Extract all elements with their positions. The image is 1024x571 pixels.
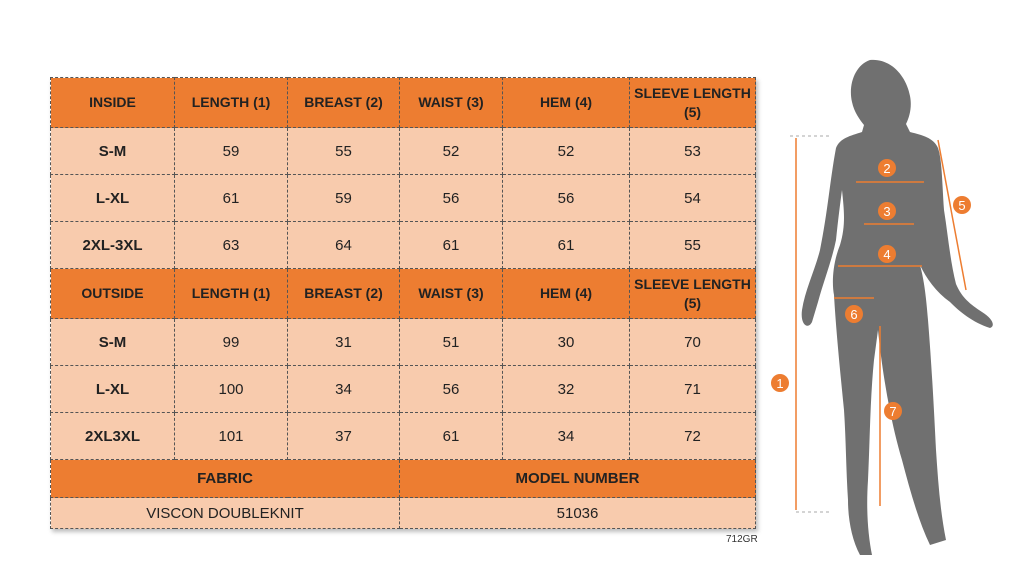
measurement-value: 61 — [399, 412, 503, 460]
marker-number: 7 — [889, 404, 896, 419]
measurement-value: 56 — [399, 174, 503, 222]
measurement-value: 64 — [287, 221, 400, 269]
measurement-value: 51 — [399, 318, 503, 366]
measurement-value: 52 — [399, 127, 503, 175]
marker-number: 2 — [883, 161, 890, 176]
measurement-value: 30 — [502, 318, 630, 366]
marker-circle — [953, 196, 971, 214]
measurement-value: 34 — [287, 365, 400, 413]
column-header: SLEEVE LENGTH (5) — [629, 268, 756, 319]
measurement-value: 100 — [174, 365, 288, 413]
table-row: S-M 59 55 52 52 53 — [50, 127, 756, 175]
measurement-value: 55 — [629, 221, 756, 269]
measurement-value: 37 — [287, 412, 400, 460]
marker-number: 6 — [850, 307, 857, 322]
inside-header-row: INSIDE LENGTH (1) BREAST (2) WAIST (3) HEM (… — [50, 77, 756, 128]
column-header: BREAST (2) — [287, 268, 400, 319]
marker-circle — [878, 202, 896, 220]
footer-value-row: VISCON DOUBLEKNIT 51036 — [50, 497, 756, 529]
column-header: WAIST (3) — [399, 268, 503, 319]
measurement-value: 53 — [629, 127, 756, 175]
size-label: 2XL-3XL — [50, 221, 175, 269]
marker-circle — [884, 402, 902, 420]
marker-circle — [878, 245, 896, 263]
column-header: OUTSIDE — [50, 268, 175, 319]
column-header: LENGTH (1) — [174, 268, 288, 319]
size-chart-table: INSIDE LENGTH (1) BREAST (2) WAIST (3) HEM (… — [50, 77, 756, 529]
size-label: S-M — [50, 318, 175, 366]
measurement-value: 70 — [629, 318, 756, 366]
measurement-value: 59 — [174, 127, 288, 175]
measurement-value: 52 — [502, 127, 630, 175]
footer-header-row: FABRIC MODEL NUMBER — [50, 459, 756, 498]
marker-number: 3 — [883, 204, 890, 219]
model-number-label: MODEL NUMBER — [399, 459, 756, 498]
measurement-value: 32 — [502, 365, 630, 413]
fabric-value: VISCON DOUBLEKNIT — [50, 497, 400, 529]
measurement-value: 56 — [399, 365, 503, 413]
size-label: 2XL3XL — [50, 412, 175, 460]
measurement-value: 63 — [174, 221, 288, 269]
table-row: L-XL 61 59 56 56 54 — [50, 174, 756, 222]
column-header: SLEEVE LENGTH (5) — [629, 77, 756, 128]
fabric-label: FABRIC — [50, 459, 400, 498]
measurement-value: 54 — [629, 174, 756, 222]
measurement-value: 72 — [629, 412, 756, 460]
measurement-value: 61 — [174, 174, 288, 222]
measurement-value: 59 — [287, 174, 400, 222]
model-number-value: 51036 — [399, 497, 756, 529]
marker-circle — [845, 305, 863, 323]
measurement-value: 56 — [502, 174, 630, 222]
measurement-arrows — [795, 138, 967, 510]
size-label: S-M — [50, 127, 175, 175]
column-header: HEM (4) — [502, 268, 630, 319]
table-row: 2XL-3XL 63 64 61 61 55 — [50, 221, 756, 269]
column-header: LENGTH (1) — [174, 77, 288, 128]
measurement-value: 101 — [174, 412, 288, 460]
column-header: WAIST (3) — [399, 77, 503, 128]
guide-lines — [790, 135, 832, 513]
measurement-value: 34 — [502, 412, 630, 460]
measurement-value: 31 — [287, 318, 400, 366]
measurement-value: 99 — [174, 318, 288, 366]
measurement-value: 71 — [629, 365, 756, 413]
table-row: L-XL 100 34 56 32 71 — [50, 365, 756, 413]
marker-number: 5 — [958, 198, 965, 213]
woman-silhouette — [801, 59, 993, 556]
marker-circle — [771, 374, 789, 392]
column-header: HEM (4) — [502, 77, 630, 128]
size-label: L-XL — [50, 365, 175, 413]
table-row: 2XL3XL 101 37 61 34 72 — [50, 412, 756, 460]
measurement-value: 61 — [502, 221, 630, 269]
size-label: L-XL — [50, 174, 175, 222]
outside-header-row: OUTSIDE LENGTH (1) BREAST (2) WAIST (3) HEM … — [50, 268, 756, 319]
marker-number: 1 — [776, 376, 783, 391]
marker-number: 4 — [883, 247, 890, 262]
measurement-value: 61 — [399, 221, 503, 269]
column-header: BREAST (2) — [287, 77, 400, 128]
body-measurement-figure: 1 2 3 4 5 6 7 — [771, 59, 993, 556]
column-header: INSIDE — [50, 77, 175, 128]
marker-circle — [878, 159, 896, 177]
measurement-value: 55 — [287, 127, 400, 175]
product-code: 712GR — [726, 534, 758, 545]
table-row: S-M 99 31 51 30 70 — [50, 318, 756, 366]
